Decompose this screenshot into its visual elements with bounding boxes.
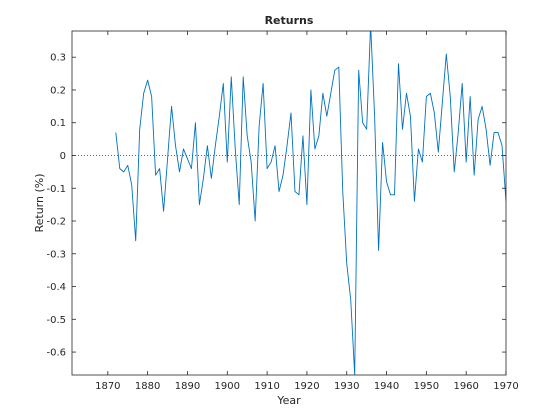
plot-area <box>72 31 506 375</box>
series-line-0 <box>115 31 506 375</box>
x-tick-label: 1930 <box>334 381 359 392</box>
y-tick-label: -0.4 <box>46 282 66 293</box>
x-tick-label: 1970 <box>493 381 518 392</box>
y-tick-label: -0.1 <box>46 184 66 195</box>
chart-title: Returns <box>265 14 314 27</box>
y-tick-label: 0 <box>60 151 66 162</box>
y-tick-label: -0.3 <box>46 249 66 260</box>
y-tick-label: 0.1 <box>50 118 66 129</box>
y-tick-label: -0.2 <box>46 217 66 228</box>
x-tick-label: 1870 <box>95 381 120 392</box>
y-tick-label: -0.6 <box>46 348 66 359</box>
axes-box <box>71 30 507 376</box>
y-tick-label: -0.5 <box>46 315 66 326</box>
x-tick-label: 1960 <box>453 381 478 392</box>
y-tick-label: 0.3 <box>50 53 66 64</box>
x-tick-label: 1890 <box>175 381 200 392</box>
x-tick-label: 1900 <box>215 381 240 392</box>
y-ticks: 0.3 0.2 0.1 0 -0.1 -0.2 -0.3 -0.4 -0.5 -0.6 <box>46 53 506 359</box>
x-ticks: 1870 1880 1890 1900 1910 1920 1930 1940 1950 1960… <box>95 31 519 392</box>
x-axis-label: Year <box>276 394 301 407</box>
x-tick-label: 1950 <box>414 381 439 392</box>
y-tick-label: 0.2 <box>50 85 66 96</box>
series-layer <box>115 31 506 375</box>
y-axis-label: Return (%) <box>33 173 46 232</box>
x-tick-label: 1880 <box>135 381 160 392</box>
x-tick-label: 1910 <box>254 381 279 392</box>
x-tick-label: 1940 <box>374 381 399 392</box>
x-tick-label: 1920 <box>294 381 319 392</box>
